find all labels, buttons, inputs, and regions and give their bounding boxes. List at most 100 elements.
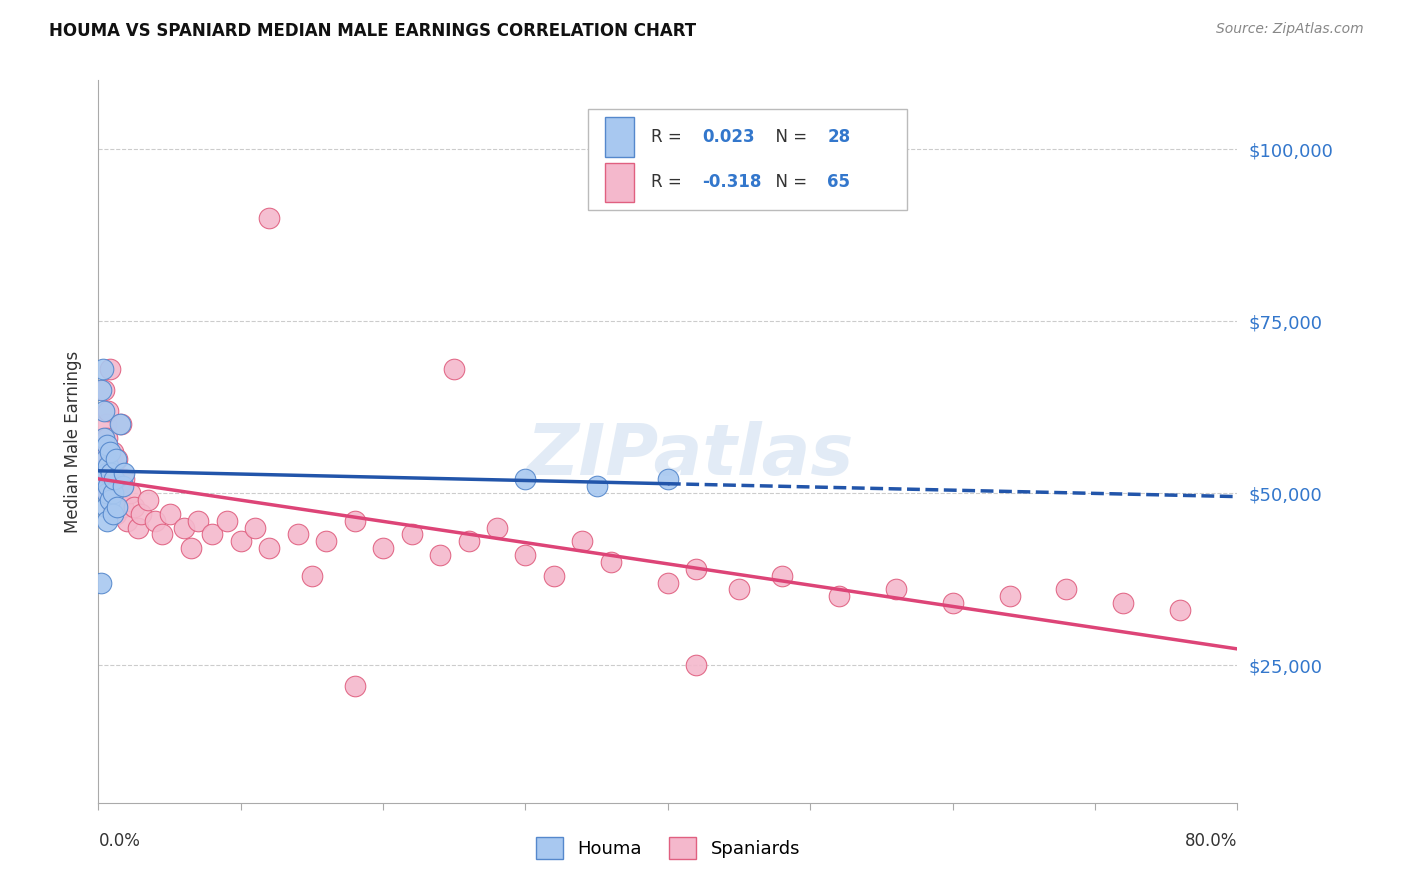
Point <box>104 451 127 466</box>
Point <box>101 445 124 459</box>
Y-axis label: Median Male Earnings: Median Male Earnings <box>65 351 83 533</box>
Point <box>98 451 121 466</box>
Point <box>96 466 118 480</box>
Point <box>96 458 118 473</box>
Point <box>93 403 115 417</box>
Point <box>98 362 121 376</box>
Point <box>287 527 309 541</box>
Point <box>515 472 537 486</box>
Text: -0.318: -0.318 <box>702 173 762 192</box>
Point <box>215 514 238 528</box>
Point <box>429 548 451 562</box>
Point <box>98 445 121 459</box>
Point <box>112 472 135 486</box>
Point <box>728 582 751 597</box>
Point <box>94 500 117 514</box>
Point <box>103 472 125 486</box>
Point <box>201 527 224 541</box>
Point <box>96 431 118 445</box>
Point <box>94 451 117 466</box>
Point <box>115 514 138 528</box>
Point <box>159 507 181 521</box>
Point <box>111 479 134 493</box>
Point <box>97 458 120 473</box>
Point <box>90 575 112 590</box>
Point <box>259 211 281 225</box>
Point <box>129 507 152 521</box>
Point <box>94 417 117 432</box>
Point <box>104 486 127 500</box>
Text: Source: ZipAtlas.com: Source: ZipAtlas.com <box>1216 22 1364 37</box>
Point <box>942 596 965 610</box>
Point <box>486 520 509 534</box>
Point <box>152 527 174 541</box>
Point <box>112 466 135 480</box>
Point <box>571 534 593 549</box>
Point <box>173 520 195 534</box>
Bar <box>605 162 634 202</box>
Point <box>1056 582 1078 597</box>
Point <box>91 362 114 376</box>
Point <box>685 658 707 673</box>
Point <box>243 520 266 534</box>
Point <box>145 514 167 528</box>
Point <box>515 548 537 562</box>
Point <box>600 555 623 569</box>
Point <box>96 514 118 528</box>
Text: N =: N = <box>765 128 813 146</box>
Point <box>96 438 118 452</box>
Point <box>828 590 851 604</box>
Point <box>136 493 159 508</box>
Point <box>90 438 112 452</box>
Point <box>94 472 117 486</box>
Point <box>101 507 124 521</box>
Text: R =: R = <box>651 173 686 192</box>
Point <box>100 472 122 486</box>
Bar <box>605 117 634 157</box>
Point <box>94 472 117 486</box>
Point <box>585 479 607 493</box>
Point <box>998 590 1021 604</box>
Point <box>259 541 281 556</box>
Point <box>93 431 115 445</box>
Point <box>108 493 131 508</box>
Text: ZIPatlas: ZIPatlas <box>527 422 855 491</box>
Point <box>657 472 679 486</box>
Text: 0.023: 0.023 <box>702 128 755 146</box>
Point <box>543 568 565 582</box>
Point <box>443 362 465 376</box>
Point <box>770 568 793 582</box>
Point <box>97 403 120 417</box>
Text: 65: 65 <box>827 173 851 192</box>
Point <box>107 479 129 493</box>
Point <box>96 486 118 500</box>
Point <box>100 466 122 480</box>
Point <box>101 500 124 514</box>
Point <box>343 514 366 528</box>
Point <box>97 486 120 500</box>
Point <box>315 534 337 549</box>
Point <box>105 500 128 514</box>
Point <box>301 568 323 582</box>
Text: N =: N = <box>765 173 813 192</box>
Point <box>90 383 112 397</box>
Point <box>118 486 141 500</box>
Point <box>1112 596 1135 610</box>
Point <box>401 527 423 541</box>
Text: 28: 28 <box>827 128 851 146</box>
Point <box>229 534 252 549</box>
Text: HOUMA VS SPANIARD MEDIAN MALE EARNINGS CORRELATION CHART: HOUMA VS SPANIARD MEDIAN MALE EARNINGS C… <box>49 22 696 40</box>
Point <box>884 582 907 597</box>
Point <box>373 541 395 556</box>
Point <box>685 562 707 576</box>
Legend: Houma, Spaniards: Houma, Spaniards <box>529 830 807 866</box>
Point <box>103 466 125 480</box>
Point <box>98 493 121 508</box>
Point <box>91 451 114 466</box>
Point <box>93 431 115 445</box>
Point <box>1170 603 1192 617</box>
Point <box>657 575 679 590</box>
Point <box>111 500 134 514</box>
Point <box>97 479 120 493</box>
Point <box>104 507 127 521</box>
